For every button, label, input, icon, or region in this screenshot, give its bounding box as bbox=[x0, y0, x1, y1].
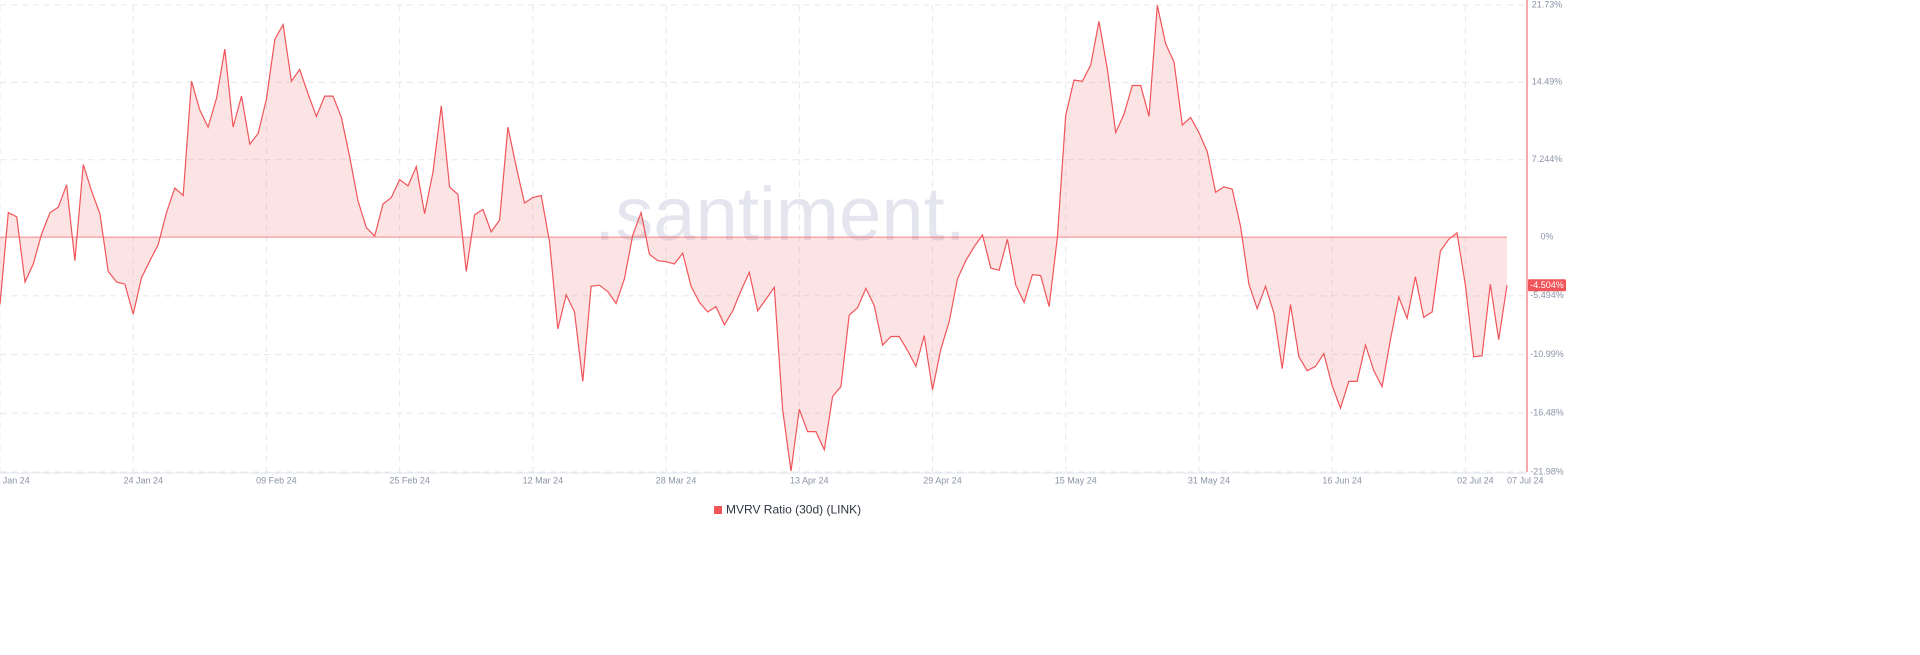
plot: -4.504% bbox=[0, 0, 1566, 473]
x-tick-label: 02 Jul 24 bbox=[1457, 475, 1494, 485]
y-tick-label: -21.98% bbox=[1530, 466, 1564, 476]
x-tick-label: 29 Apr 24 bbox=[923, 475, 962, 485]
y-tick-label: 0% bbox=[1540, 232, 1553, 242]
area bbox=[0, 5, 1507, 472]
legend-label[interactable]: MVRV Ratio (30d) (LINK) bbox=[726, 503, 861, 517]
x-tick-label: 15 May 24 bbox=[1055, 475, 1097, 485]
x-tick-label: 16 Jun 24 bbox=[1322, 475, 1362, 485]
y-tick-label: 7.244% bbox=[1532, 154, 1563, 164]
y-tick-label: 21.73% bbox=[1532, 0, 1563, 9]
x-tick-label: 08 Jan 24 bbox=[0, 475, 30, 485]
value-badge-label: -4.504% bbox=[1530, 280, 1564, 290]
value-badge bbox=[1528, 279, 1566, 292]
y-tick-label: -5.494% bbox=[1530, 290, 1564, 300]
y-tick-label: 14.49% bbox=[1532, 77, 1563, 87]
x-tick-label: 09 Feb 24 bbox=[256, 475, 297, 485]
x-tick-label: 24 Jan 24 bbox=[123, 475, 163, 485]
x-tick-label: 13 Apr 24 bbox=[790, 475, 829, 485]
line bbox=[0, 5, 1508, 472]
x-tick-label: 28 Mar 24 bbox=[656, 475, 697, 485]
x-tick-label: 12 Mar 24 bbox=[523, 475, 564, 485]
x-tick-label: 31 May 24 bbox=[1188, 475, 1230, 485]
x-tick-label: 25 Feb 24 bbox=[389, 475, 430, 485]
x-tick-label: 07 Jul 24 bbox=[1507, 475, 1544, 485]
y-tick-label: -16.48% bbox=[1530, 408, 1564, 418]
legend-swatch bbox=[714, 506, 722, 514]
y-tick-label: -10.99% bbox=[1530, 349, 1564, 359]
watermark: .santiment. bbox=[594, 172, 966, 257]
